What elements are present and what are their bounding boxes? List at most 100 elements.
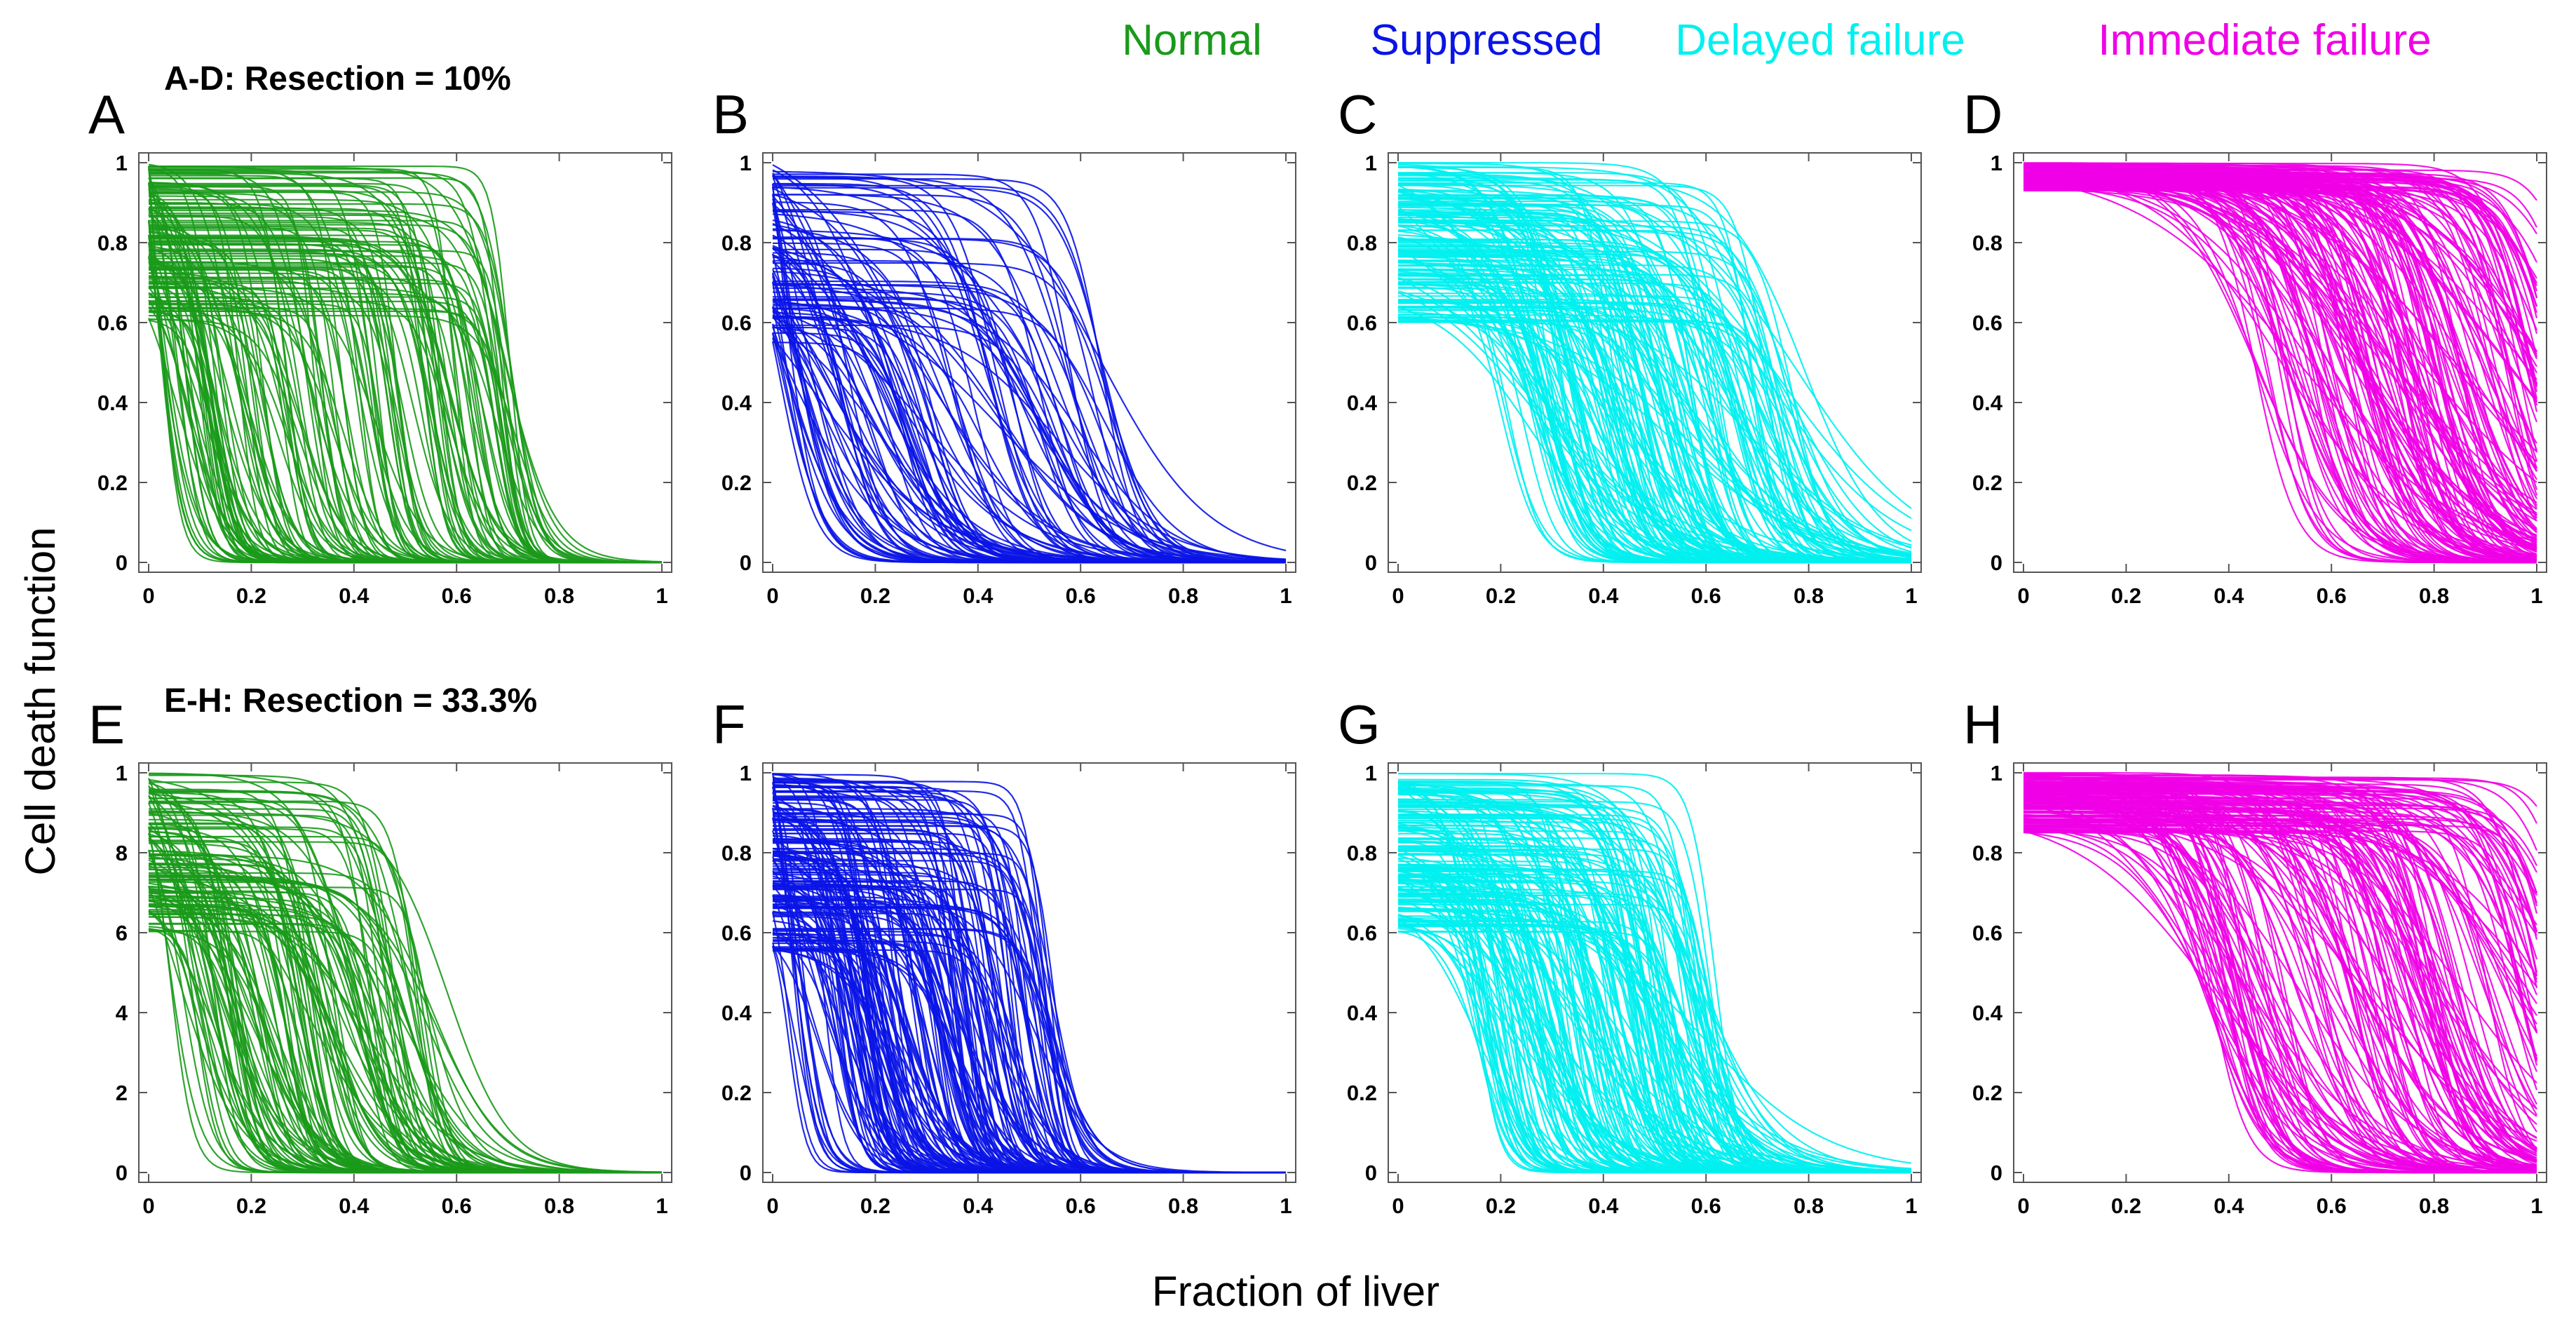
x-tick-label: 0.8: [1168, 1194, 1198, 1218]
curve: [772, 838, 1286, 1174]
curve: [2023, 828, 2537, 977]
x-tick-label: 0.2: [860, 1194, 890, 1218]
y-tick-label: 0.8: [1972, 231, 2002, 255]
y-tick-label: 1: [116, 761, 128, 785]
y-tick-label: 0.6: [721, 921, 752, 945]
curve: [1397, 858, 1911, 1174]
curve: [149, 874, 662, 1173]
y-tick-label: 0: [116, 1161, 128, 1185]
curve: [149, 315, 663, 563]
y-tick-label: 0.2: [1347, 471, 1377, 495]
y-tick-label: 0.4: [97, 391, 128, 415]
curve: [2023, 827, 2537, 1173]
curve: [1398, 184, 1911, 564]
x-tick-label: 0.2: [236, 583, 266, 608]
curve: [2023, 175, 2537, 563]
curve: [2023, 785, 2537, 1173]
y-tick-label: 0.2: [97, 471, 128, 495]
y-tick-label: 0: [740, 550, 752, 575]
panel-C: C 00 0.2 0.2 0.4 0.4 0.6 0.6 0.8 0.8 1 1: [1338, 83, 1922, 608]
curve: [2023, 774, 2537, 1152]
curve: [149, 853, 662, 1174]
x-tick-label: 0.2: [2111, 583, 2141, 608]
curve: [1398, 242, 1912, 563]
y-tick-label: 0.8: [97, 231, 128, 255]
y-tick-label: 0.4: [721, 391, 752, 415]
legend: Normal Suppressed Delayed failure Immedi…: [1122, 16, 2432, 65]
x-tick-label: 0.8: [1794, 1194, 1824, 1218]
x-tick-label: 0.2: [2111, 1194, 2141, 1218]
curve: [1397, 259, 1912, 555]
x-tick-label: 0: [766, 1194, 778, 1218]
curve: [149, 812, 663, 1173]
y-tick-label: 0: [740, 1161, 752, 1185]
curve: [2023, 818, 2538, 894]
panel-letter-C: C: [1338, 83, 1377, 145]
curve: [2023, 163, 2537, 522]
axes-frame-F: [762, 762, 1296, 1183]
y-tick-label: 0.6: [1972, 311, 2002, 335]
y-tick-label: 0.8: [1347, 841, 1377, 865]
curve: [2023, 177, 2537, 543]
y-tick-label: 0.6: [97, 311, 128, 335]
panel-H: H 00 0.2 0.2 0.4 0.4 0.6 0.6 0.8 0.8 1 1: [1963, 694, 2547, 1218]
curve: [2023, 782, 2537, 1083]
row-title-bottom: E-H: Resection = 33.3%: [164, 682, 537, 719]
curve: [2023, 792, 2537, 1150]
panel-letter-H: H: [1963, 694, 2002, 755]
x-tick-label: 0.6: [2317, 1194, 2347, 1218]
panel-letter-G: G: [1338, 694, 1381, 755]
y-tick-label: 0.4: [1347, 391, 1378, 415]
curve: [1398, 781, 1912, 1173]
curve: [1398, 773, 1912, 1173]
curve: [149, 184, 662, 564]
x-tick-label: 0.8: [544, 1194, 574, 1218]
y-tick-label: 1: [740, 151, 752, 175]
curve: [2023, 801, 2538, 960]
curve: [1398, 180, 1911, 564]
curves-E: [147, 772, 663, 1174]
x-tick-label: 0.8: [1794, 583, 1824, 608]
curve: [2023, 814, 2537, 1173]
curve: [2023, 788, 2537, 1173]
legend-immediate-failure: Immediate failure: [2098, 16, 2432, 65]
legend-normal: Normal: [1122, 16, 1262, 65]
y-tick-label: 0.2: [721, 471, 752, 495]
x-tick-label: 0.6: [1691, 1194, 1721, 1218]
curve: [2023, 798, 2537, 1173]
x-tick-label: 0.6: [1066, 583, 1096, 608]
curve: [1398, 292, 1912, 549]
legend-delayed-failure: Delayed failure: [1675, 16, 1965, 65]
curves-B: [771, 164, 1287, 564]
panel-letter-F: F: [712, 694, 746, 755]
y-tick-label: 0.6: [1972, 921, 2002, 945]
curve: [772, 299, 1287, 561]
curve: [2023, 169, 2537, 545]
curve: [1397, 194, 1912, 546]
y-tick-label: 6: [116, 921, 128, 945]
curve: [1397, 214, 1912, 554]
panels: A000.20.20.40.40.60.60.80.811B000.20.20.…: [88, 83, 2547, 1218]
x-tick-label: 1: [1280, 1194, 1292, 1218]
x-tick-label: 0.4: [1588, 1194, 1619, 1218]
x-axis-label: Fraction of liver: [1152, 1268, 1439, 1315]
curve: [1398, 250, 1912, 563]
curve: [2023, 187, 2537, 563]
y-tick-label: 0: [1991, 550, 2002, 575]
x-tick-label: 0.6: [2317, 583, 2347, 608]
y-tick-label: 4: [116, 1001, 128, 1025]
y-tick-label: 0.4: [1347, 1001, 1378, 1025]
curve: [2023, 818, 2538, 1072]
curve: [149, 172, 662, 564]
panel-letter-A: A: [88, 83, 125, 145]
curve: [2023, 182, 2537, 562]
y-tick-label: 0.8: [1972, 841, 2002, 865]
x-tick-label: 0.6: [442, 583, 472, 608]
y-tick-label: 0.2: [721, 1081, 752, 1105]
y-tick-label: 0: [1365, 1161, 1377, 1185]
axes-frame-G: [1388, 762, 1922, 1183]
y-tick-label: 0: [1365, 550, 1377, 575]
curve: [2023, 168, 2538, 490]
x-tick-label: 0: [766, 583, 778, 608]
